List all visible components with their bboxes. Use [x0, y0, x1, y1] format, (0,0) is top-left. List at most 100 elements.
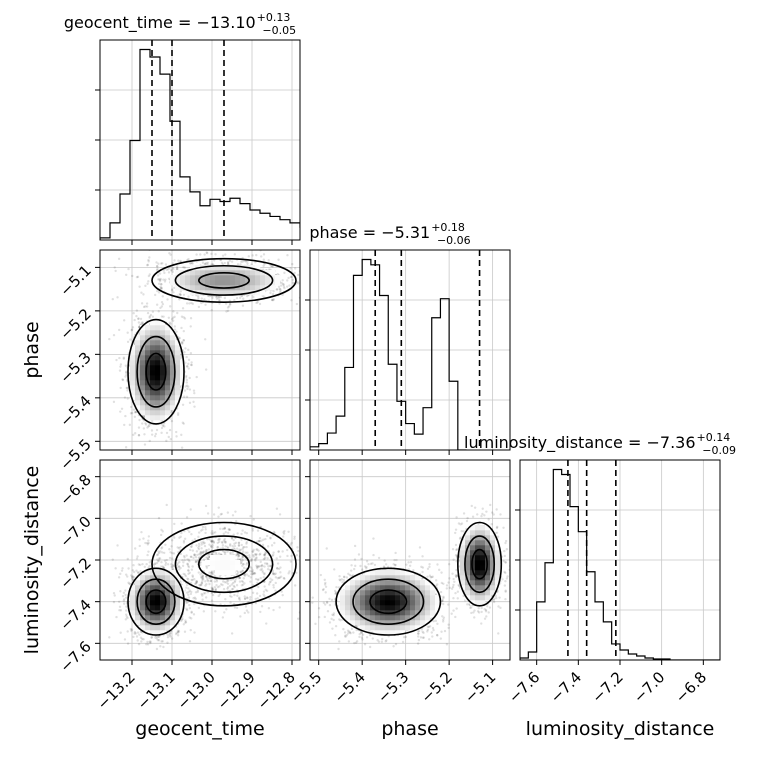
- density-cell: [140, 380, 146, 386]
- sample-point: [190, 610, 193, 614]
- sample-point: [142, 305, 146, 309]
- sample-point: [203, 298, 206, 301]
- density-cell: [145, 365, 151, 371]
- sample-point: [155, 268, 159, 272]
- sample-point: [243, 595, 246, 598]
- sample-point: [175, 266, 179, 270]
- sample-point: [138, 544, 141, 548]
- sample-point: [205, 556, 208, 559]
- sample-point: [188, 376, 191, 380]
- contour-level-1-mode-2: [151, 257, 297, 303]
- sample-point: [251, 254, 254, 257]
- sample-point: [183, 573, 187, 576]
- sample-point: [160, 547, 163, 550]
- sample-point: [235, 547, 239, 550]
- density-cell: [215, 275, 221, 281]
- sample-point: [126, 340, 130, 344]
- sample-point: [243, 582, 246, 585]
- sample-point: [228, 594, 232, 598]
- density-cell: [220, 280, 226, 286]
- sample-point: [272, 551, 275, 554]
- sample-point: [236, 572, 239, 576]
- sample-point: [124, 364, 128, 367]
- sample-point: [206, 538, 209, 541]
- sample-point: [180, 619, 183, 623]
- sample-point: [218, 302, 221, 305]
- sample-point: [172, 310, 175, 313]
- sample-point: [169, 253, 172, 256]
- sample-point: [203, 253, 206, 256]
- sample-point: [166, 298, 169, 301]
- sample-point: [207, 555, 211, 559]
- sample-point: [155, 647, 159, 651]
- sample-point: [260, 255, 263, 258]
- sample-point: [220, 540, 224, 544]
- sample-point: [139, 636, 143, 639]
- density-cell: [135, 400, 141, 406]
- density-cell: [130, 375, 136, 381]
- sample-point: [148, 315, 152, 318]
- sample-point: [239, 615, 242, 618]
- sample-point: [226, 309, 230, 313]
- sample-point: [253, 572, 257, 575]
- sample-point: [266, 567, 270, 571]
- sample-point: [250, 570, 254, 573]
- density-cell: [145, 410, 151, 416]
- contour-level-1-mode-1: [127, 318, 185, 425]
- density-cell: [155, 355, 161, 361]
- sample-point: [290, 554, 293, 558]
- density-cell: [135, 335, 141, 341]
- sample-point: [198, 544, 201, 548]
- density-cell: [190, 290, 196, 296]
- sample-point: [148, 640, 152, 643]
- sample-point: [155, 261, 158, 264]
- density-cell: [185, 270, 191, 276]
- sample-point: [275, 288, 278, 291]
- sample-point: [190, 533, 193, 536]
- density-cell: [260, 280, 266, 286]
- sample-point: [226, 550, 229, 553]
- sample-point: [229, 578, 233, 582]
- sample-point: [190, 555, 193, 559]
- sample-point: [181, 307, 185, 310]
- density-cell: [265, 270, 271, 276]
- sample-point: [188, 530, 191, 534]
- sample-point: [176, 413, 180, 417]
- sample-point: [187, 295, 190, 298]
- sample-point: [246, 260, 249, 263]
- sample-point: [132, 408, 136, 411]
- density-cell: [240, 265, 246, 271]
- sample-point: [231, 514, 235, 517]
- sample-point: [211, 587, 215, 591]
- sample-point: [221, 616, 225, 619]
- density-cell: [165, 405, 171, 411]
- sample-point: [137, 642, 141, 646]
- sample-point: [234, 541, 238, 544]
- sample-point: [210, 539, 214, 543]
- density-cell: [155, 410, 161, 416]
- sample-point: [194, 582, 198, 585]
- sample-point: [259, 560, 262, 564]
- sample-point: [187, 385, 190, 388]
- sample-point: [181, 421, 185, 424]
- sample-point: [249, 514, 252, 518]
- sample-point: [121, 378, 124, 381]
- sample-point: [169, 322, 172, 326]
- sample-point: [145, 562, 148, 566]
- density-cell: [255, 265, 261, 271]
- sample-point: [157, 635, 161, 638]
- sample-point: [281, 279, 284, 282]
- sample-point: [210, 539, 213, 543]
- density-cell: [130, 345, 136, 351]
- sample-point: [262, 258, 266, 261]
- sample-point: [123, 598, 126, 601]
- sample-point: [204, 262, 207, 265]
- sample-point: [137, 434, 141, 437]
- sample-point: [235, 296, 239, 300]
- sample-point: [180, 326, 183, 330]
- sample-point: [280, 281, 283, 285]
- sample-point: [249, 565, 252, 569]
- sample-point: [253, 572, 256, 575]
- sample-point: [187, 578, 190, 581]
- sample-point: [204, 368, 208, 371]
